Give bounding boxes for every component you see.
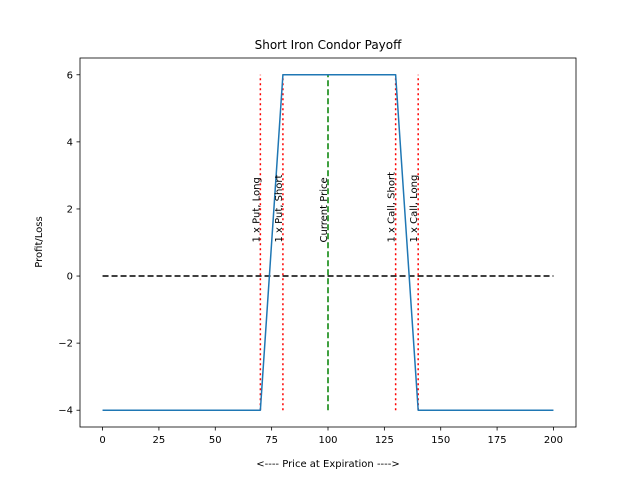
y-tick-label: 2	[67, 204, 73, 215]
x-tick-label: 175	[488, 435, 507, 446]
strike-label: 1 x Put, Short	[274, 174, 285, 242]
x-tick-label: 200	[544, 435, 563, 446]
plot-area: 0 25 50 75 100 125 150 175 200 −4 −2 0 2 4 6 1 x Put, L…	[58, 70, 563, 446]
strike-label: 1 x Call, Long	[409, 175, 420, 243]
x-tick-label: 125	[375, 435, 394, 446]
y-tick-label: −2	[58, 339, 73, 350]
x-tick-label: 150	[431, 435, 450, 446]
x-tick-label: 0	[99, 435, 105, 446]
strike-label: 1 x Put, Long	[251, 177, 262, 242]
x-tick-label: 75	[265, 435, 278, 446]
y-tick-label: 0	[67, 272, 73, 283]
x-tick-label: 100	[318, 435, 337, 446]
y-tick-label: 6	[67, 70, 73, 81]
strike-label: 1 x Call, Short	[387, 172, 398, 243]
y-tick-label: 4	[67, 137, 73, 148]
chart-title: Short Iron Condor Payoff	[255, 38, 403, 52]
plot-frame	[79, 57, 577, 428]
x-axis-label: <---- Price at Expiration ---->	[256, 459, 400, 470]
y-axis-label: Profit/Loss	[34, 216, 45, 267]
payoff-line	[102, 74, 554, 411]
x-tick-label: 25	[153, 435, 166, 446]
y-tick-label: −4	[58, 406, 73, 417]
strike-label: Current Price	[319, 177, 330, 242]
x-tick-label: 50	[209, 435, 222, 446]
